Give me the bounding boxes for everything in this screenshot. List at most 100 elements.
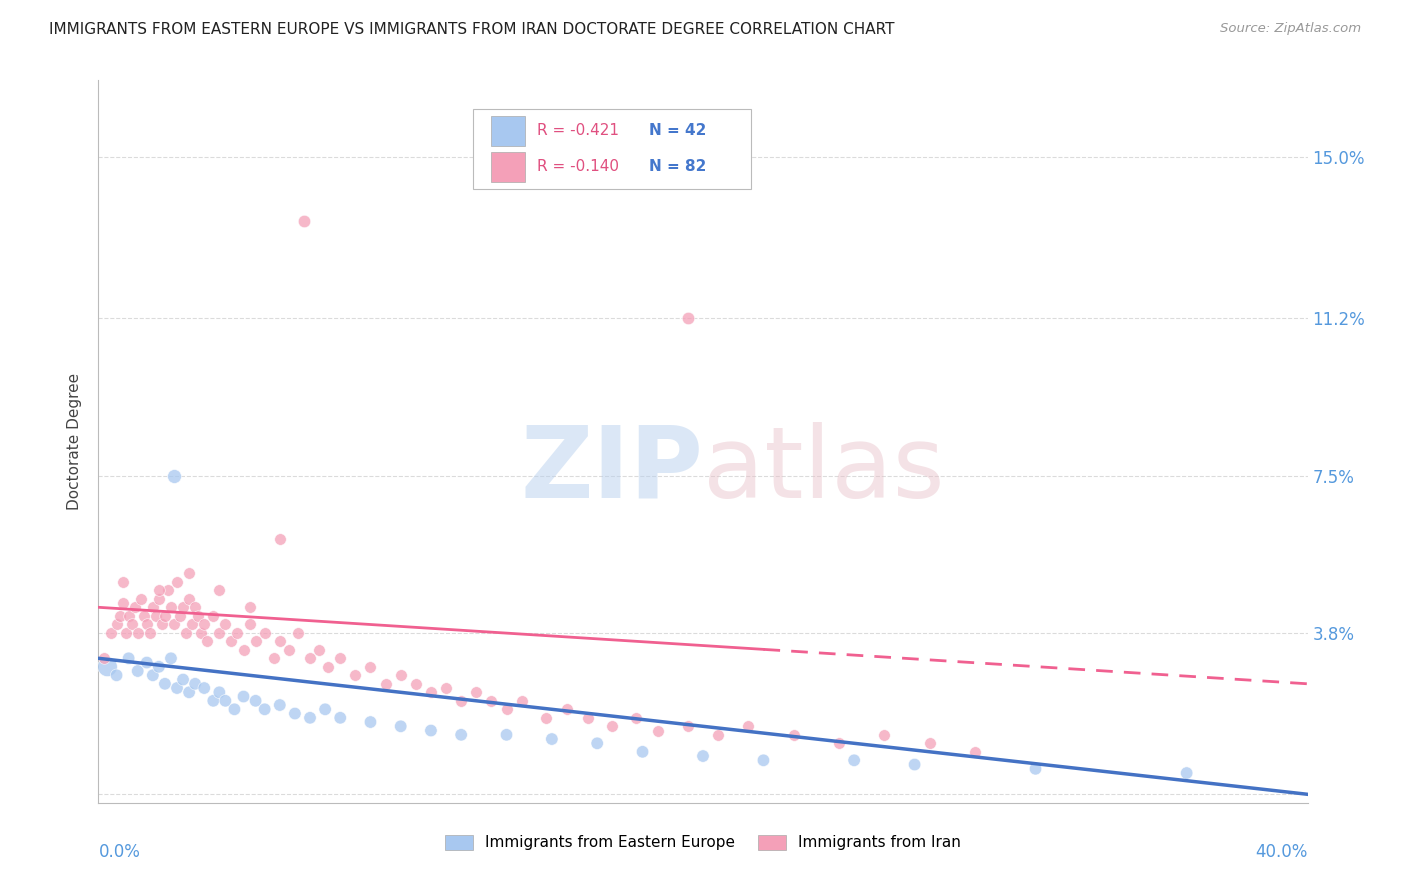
Point bbox=[214, 617, 236, 632]
Point bbox=[179, 591, 201, 606]
Point bbox=[121, 617, 143, 632]
Point bbox=[360, 660, 382, 674]
Point bbox=[153, 608, 176, 623]
Point bbox=[314, 702, 336, 716]
Point bbox=[389, 719, 412, 733]
Point bbox=[214, 694, 236, 708]
Point bbox=[127, 625, 149, 640]
Point bbox=[676, 719, 699, 733]
Point bbox=[166, 574, 188, 589]
Point bbox=[245, 634, 267, 648]
Point bbox=[253, 625, 276, 640]
Point bbox=[232, 690, 254, 704]
Text: R = -0.140: R = -0.140 bbox=[537, 160, 620, 175]
Point bbox=[495, 728, 517, 742]
Point bbox=[135, 656, 157, 670]
Point bbox=[299, 651, 322, 665]
Point bbox=[631, 745, 654, 759]
Point bbox=[299, 711, 322, 725]
Point bbox=[245, 694, 267, 708]
Point bbox=[269, 533, 291, 547]
Point bbox=[292, 213, 315, 227]
Point bbox=[405, 677, 427, 691]
Point bbox=[166, 681, 188, 695]
Text: 0.0%: 0.0% bbox=[98, 843, 141, 861]
Point bbox=[145, 608, 167, 623]
Point bbox=[127, 664, 149, 678]
Point bbox=[150, 617, 173, 632]
Point bbox=[602, 719, 624, 733]
Point bbox=[534, 711, 557, 725]
Text: atlas: atlas bbox=[703, 422, 945, 519]
Y-axis label: Doctorate Degree: Doctorate Degree bbox=[67, 373, 83, 510]
Point bbox=[329, 711, 352, 725]
FancyBboxPatch shape bbox=[492, 116, 526, 146]
Point bbox=[105, 668, 128, 682]
Point bbox=[160, 651, 183, 665]
Point bbox=[187, 608, 209, 623]
Point bbox=[179, 685, 201, 699]
Point bbox=[389, 668, 412, 682]
Point bbox=[224, 702, 246, 716]
Point bbox=[148, 591, 170, 606]
Point bbox=[118, 651, 141, 665]
Point bbox=[118, 608, 141, 623]
Point bbox=[434, 681, 457, 695]
Point bbox=[420, 723, 443, 738]
Point bbox=[208, 583, 231, 598]
Point bbox=[202, 694, 225, 708]
Point bbox=[96, 660, 118, 674]
Point bbox=[873, 728, 896, 742]
Point bbox=[692, 749, 714, 764]
Point bbox=[124, 600, 146, 615]
Point bbox=[184, 600, 207, 615]
Point bbox=[316, 660, 339, 674]
Point bbox=[904, 757, 927, 772]
Point bbox=[626, 711, 648, 725]
Point bbox=[111, 596, 134, 610]
Text: N = 82: N = 82 bbox=[648, 160, 706, 175]
Point bbox=[105, 617, 128, 632]
Point bbox=[148, 583, 170, 598]
Point bbox=[420, 685, 443, 699]
Point bbox=[232, 642, 254, 657]
Text: N = 42: N = 42 bbox=[648, 123, 706, 138]
Point bbox=[111, 574, 134, 589]
Point bbox=[163, 617, 186, 632]
Point bbox=[208, 625, 231, 640]
Point bbox=[269, 634, 291, 648]
Point bbox=[193, 617, 215, 632]
FancyBboxPatch shape bbox=[492, 152, 526, 182]
Point bbox=[139, 625, 162, 640]
Point bbox=[179, 566, 201, 581]
Point bbox=[510, 694, 533, 708]
Point bbox=[195, 634, 218, 648]
Point bbox=[202, 608, 225, 623]
Point bbox=[284, 706, 307, 721]
Point bbox=[495, 702, 517, 716]
Point bbox=[707, 728, 730, 742]
Point bbox=[221, 634, 243, 648]
Point bbox=[918, 736, 941, 750]
Point bbox=[172, 673, 194, 687]
Point bbox=[129, 591, 152, 606]
Point bbox=[148, 660, 170, 674]
Point bbox=[287, 625, 309, 640]
Point bbox=[108, 608, 131, 623]
Point bbox=[172, 600, 194, 615]
Point bbox=[190, 625, 212, 640]
Point bbox=[329, 651, 352, 665]
Point bbox=[277, 642, 299, 657]
Point bbox=[374, 677, 396, 691]
Point bbox=[163, 468, 186, 483]
Point bbox=[169, 608, 191, 623]
Text: Source: ZipAtlas.com: Source: ZipAtlas.com bbox=[1220, 22, 1361, 36]
Point bbox=[360, 714, 382, 729]
Point bbox=[465, 685, 488, 699]
Point bbox=[160, 600, 183, 615]
Point bbox=[576, 711, 599, 725]
Point bbox=[844, 753, 866, 767]
Point bbox=[965, 745, 987, 759]
Point bbox=[239, 617, 262, 632]
Point bbox=[253, 702, 276, 716]
